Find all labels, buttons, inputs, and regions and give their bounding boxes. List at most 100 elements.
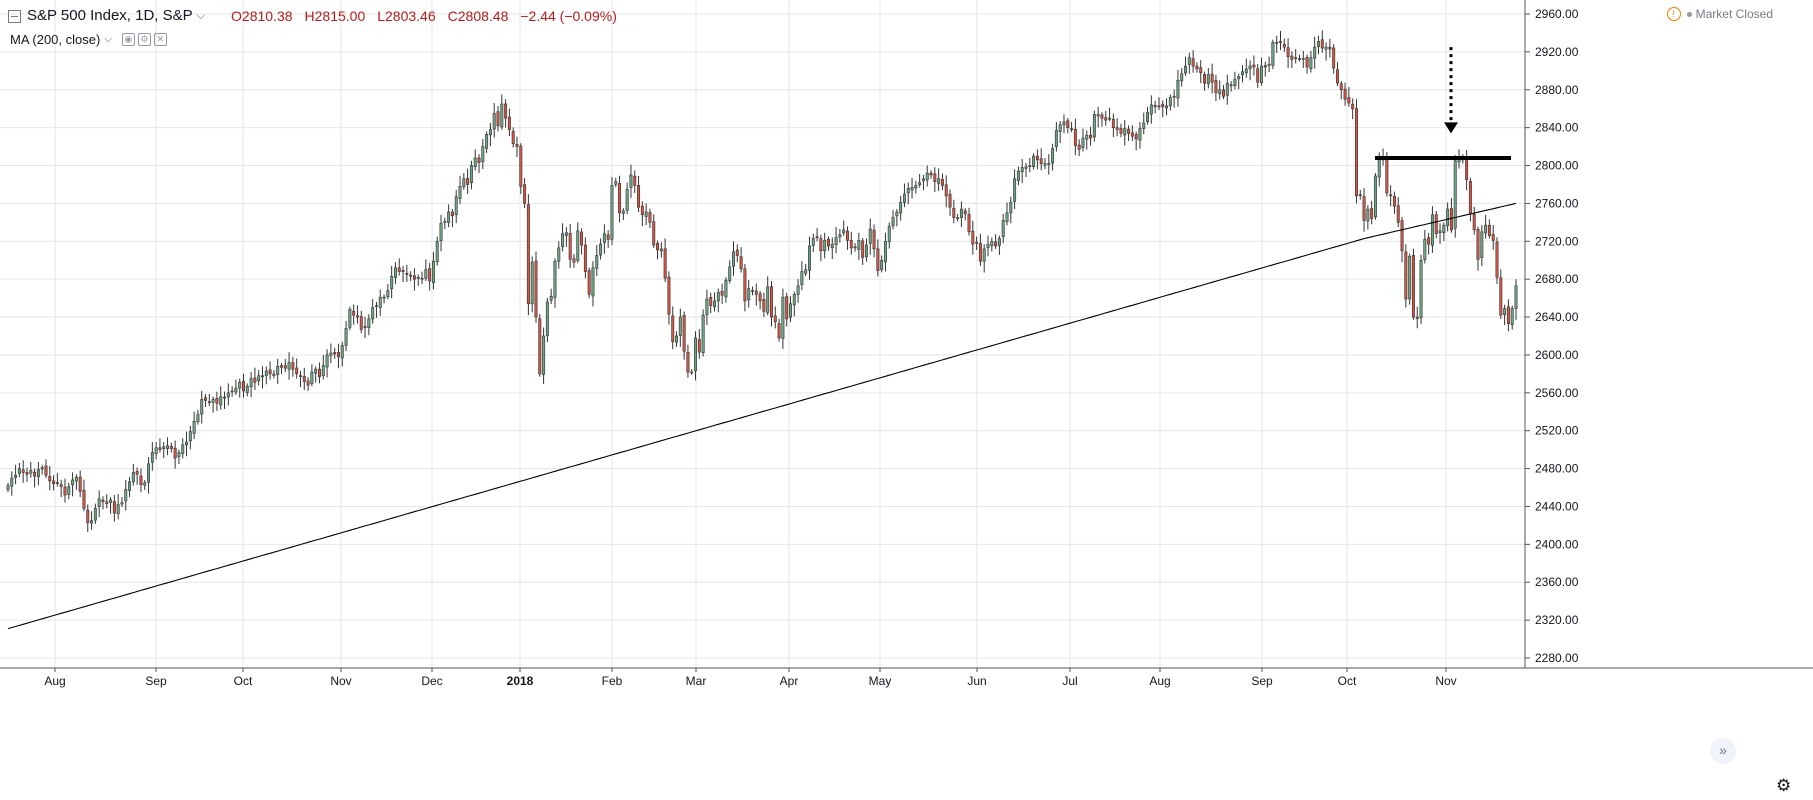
gear-icon[interactable]: ⚙ [1776,776,1792,795]
candle-body-up [500,103,504,128]
candle [435,236,439,266]
candle-body-down [1427,237,1431,245]
candle-body-up [264,370,268,377]
candle-body-down [751,290,754,292]
candle [1024,163,1028,177]
candle-body-down [1392,196,1396,207]
candle-body-down [1404,251,1408,300]
candle [1218,80,1222,100]
candle [1005,202,1009,226]
candle [633,170,637,193]
chevron-down-icon[interactable]: ⌵ [104,34,112,45]
candle [967,207,971,236]
candle [1332,44,1336,74]
candle [732,241,735,276]
candle-body-up [724,279,728,298]
candle-body-up [921,178,925,182]
candle-body-down [268,369,272,375]
candle-body-up [393,267,397,278]
candle [1446,202,1450,232]
settings-icon[interactable]: ⚙ [137,33,151,46]
double-chevron-right-icon[interactable]: » [1710,738,1736,764]
candle-body-down [291,362,295,370]
candle-body-up [1237,76,1241,80]
status-dot [1686,11,1692,17]
candle [1058,121,1062,143]
candle [78,470,82,497]
candle-body-up [599,243,603,256]
candle [1047,154,1051,175]
candle-body-up [67,486,71,495]
candle-body-up [367,318,371,328]
candle-body-up [1503,308,1507,315]
candle [329,343,333,364]
symbol-label[interactable]: S&P 500 Index, 1D, S&P [27,7,193,24]
candle [914,180,918,194]
candle-body-up [629,174,633,188]
candle-body-up [1423,239,1427,260]
candle-body-down [523,184,527,204]
candle [82,479,86,512]
eye-icon[interactable]: ◉ [121,33,135,46]
candle [667,271,671,325]
candle [659,242,663,258]
candle-body-up [188,431,192,442]
ma200-line [7,202,1517,630]
candle [378,289,382,316]
candle [1138,121,1142,149]
candle [549,288,553,304]
candle [1389,185,1393,207]
candle-body-up [382,296,386,299]
candle [1468,177,1472,222]
collapse-icon[interactable] [8,9,21,23]
candle [359,310,363,334]
close-icon[interactable]: ✕ [153,33,167,46]
candle [211,396,215,413]
candle [1491,225,1495,250]
candle [1335,62,1339,86]
candle-body-up [219,396,223,406]
candle [454,190,458,224]
candle [386,283,390,300]
candle [280,362,283,374]
candle-body-up [469,165,473,184]
candle-body-up [982,248,986,262]
candle-body-up [10,477,14,487]
candle [777,318,781,342]
warning-icon[interactable]: ! [1666,7,1681,21]
candle-body-up [808,245,811,271]
candle [959,201,963,227]
candle-body-up [481,146,485,162]
candle-body-up [435,240,439,263]
candle [891,210,895,230]
candle-body-down [773,315,777,323]
candle-body-down [1119,128,1123,134]
candle-body-up [842,229,846,234]
chevron-down-icon[interactable]: ⌵ [196,10,206,22]
candle-body-down [872,229,876,250]
y-tick-label: 2280.00 [1535,651,1579,665]
candle-body-down [173,447,177,459]
candle-body-up [74,476,78,482]
candle [321,354,325,380]
candle-body-up [678,316,682,336]
candle-body-down [405,273,409,275]
candle [1092,110,1096,142]
candle-body-up [454,196,458,215]
candle-body-down [762,298,766,312]
candle-body-up [557,247,561,262]
candle [317,362,321,384]
candle-body-down [978,243,982,262]
candle-body-up [97,498,101,507]
indicator-label[interactable]: MA (200, close) [10,32,101,47]
x-tick-label: Dec [421,674,442,688]
y-tick-label: 2640.00 [1535,310,1579,324]
candle-body-up [131,472,135,483]
candle-body-down [428,268,432,282]
candle [587,267,591,299]
candle [671,306,675,350]
x-tick-label: Feb [602,674,623,688]
candle-body-up [1377,158,1381,178]
candle-body-down [515,144,519,147]
